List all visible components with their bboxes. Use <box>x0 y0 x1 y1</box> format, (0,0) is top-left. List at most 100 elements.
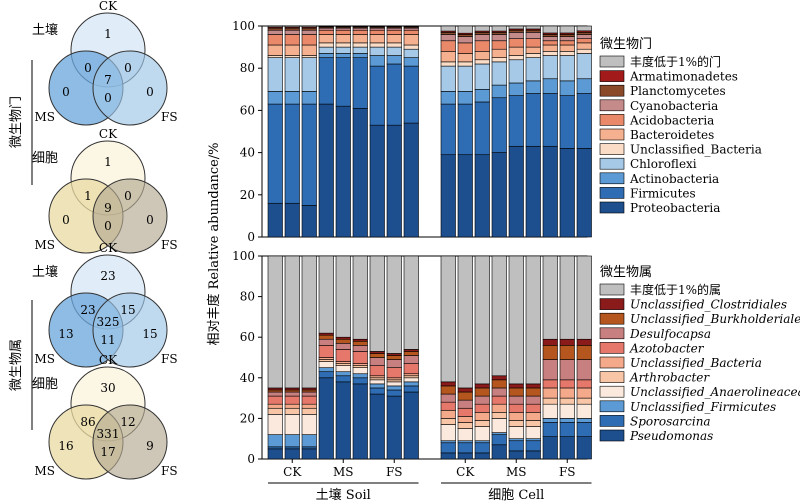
bar-segment <box>335 375 351 383</box>
bar-segment <box>318 332 334 336</box>
bar-segment <box>301 29 317 35</box>
bar-segment <box>491 255 507 377</box>
bar-segment <box>525 450 541 460</box>
bar-segment <box>542 78 558 94</box>
bar-segment <box>440 91 456 105</box>
bar-segment <box>318 334 334 340</box>
venn-count-all: 7 <box>104 73 112 87</box>
bar-segment <box>386 381 402 387</box>
bar-segment <box>284 255 300 389</box>
bar-segment <box>403 29 419 35</box>
bar-segment <box>440 424 456 442</box>
legend-swatch <box>599 327 625 340</box>
bar-segment <box>576 436 592 460</box>
bar-segment <box>284 395 300 405</box>
bar-segment <box>542 436 558 460</box>
bar-segment <box>525 46 541 54</box>
bar-segment <box>457 440 473 444</box>
bar-segment <box>267 34 283 46</box>
bar-segment <box>559 436 575 460</box>
bar-segment <box>508 383 524 389</box>
bar-segment <box>386 63 402 126</box>
bar-segment <box>284 387 300 391</box>
bar-segment <box>267 446 283 450</box>
bar-segment <box>542 55 558 80</box>
bar-segment <box>386 27 402 31</box>
bar-segment <box>542 403 558 419</box>
bar-segment <box>491 32 507 35</box>
bar-segment <box>559 345 575 360</box>
bar-segment <box>403 48 419 58</box>
bar-segment <box>301 448 317 460</box>
bar-segment <box>335 34 351 44</box>
venn-label-ms: MS <box>34 238 55 252</box>
bar-segment <box>267 103 283 204</box>
bar-segment <box>386 29 402 35</box>
bar-segment <box>474 25 490 32</box>
bar-segment <box>267 407 283 415</box>
bar-segment <box>284 57 300 92</box>
bar-segment <box>508 95 524 147</box>
y-tick-label: 100 <box>232 19 255 33</box>
bar-segment <box>542 387 558 399</box>
bar-segment <box>576 397 592 405</box>
bar-segment <box>403 391 419 460</box>
bar-segment <box>369 393 385 460</box>
venn-group-title: 细胞 <box>32 377 58 392</box>
venn-count-all: 325 <box>97 315 120 329</box>
bar-segment <box>284 448 300 460</box>
bar-segment <box>284 25 300 28</box>
bar-segment <box>369 42 385 48</box>
bar-segment <box>352 367 368 375</box>
legend-swatch <box>599 298 625 310</box>
bar-segment <box>335 349 351 362</box>
bar-segment <box>284 91 300 105</box>
bar-segment <box>284 202 300 238</box>
bar-segment <box>301 407 317 415</box>
bar-segment <box>267 448 283 460</box>
bar-segment <box>491 375 507 381</box>
bar-segment <box>440 442 456 454</box>
bar-segment <box>267 403 283 409</box>
venn-label-fs: FS <box>161 352 178 366</box>
bar-segment <box>559 51 575 56</box>
bar-segment <box>542 422 558 437</box>
bar-segment <box>457 53 473 63</box>
side-label-genus: 微生物属 <box>9 339 24 391</box>
bar-segment <box>369 357 385 366</box>
venn-count-ck-ms: 86 <box>80 415 95 429</box>
bar-segment <box>491 432 507 435</box>
legend-label: 丰度低于1%的门 <box>630 54 721 69</box>
bar-segment <box>403 349 419 352</box>
legend-swatch <box>599 385 625 398</box>
bar-segment <box>267 202 283 238</box>
venn-label-ms: MS <box>34 352 55 366</box>
bar-segment <box>352 365 368 368</box>
bar-segment <box>576 338 592 346</box>
venn-count-fs-only: 0 <box>146 213 154 227</box>
venn-4: 细胞 CK MS FS 30 16 9 86 12 17 331 <box>32 353 178 480</box>
bar-segment <box>352 363 368 366</box>
bar-segment <box>440 61 456 67</box>
bar-segment <box>542 25 558 34</box>
legend-label: Acidobacteria <box>629 113 714 127</box>
legend-swatch <box>599 371 625 383</box>
bar-segment <box>457 103 473 156</box>
bar-segment <box>542 36 558 42</box>
bar-segment <box>576 93 592 149</box>
bar-segment <box>369 65 385 126</box>
bar-segment <box>457 442 473 454</box>
bar-segment <box>267 44 283 56</box>
bar-segment <box>576 48 592 54</box>
bar-segment <box>525 29 541 33</box>
bar-segment <box>301 434 317 448</box>
venn-label-ck: CK <box>99 241 118 255</box>
bar-segment <box>457 34 473 37</box>
bar-segment <box>318 359 334 362</box>
bar-segment <box>386 367 402 379</box>
bar-segment <box>352 42 368 48</box>
bar-segment <box>369 353 385 358</box>
bar-segment <box>318 29 334 35</box>
bar-segment <box>525 387 541 397</box>
bar-segment <box>508 46 524 56</box>
